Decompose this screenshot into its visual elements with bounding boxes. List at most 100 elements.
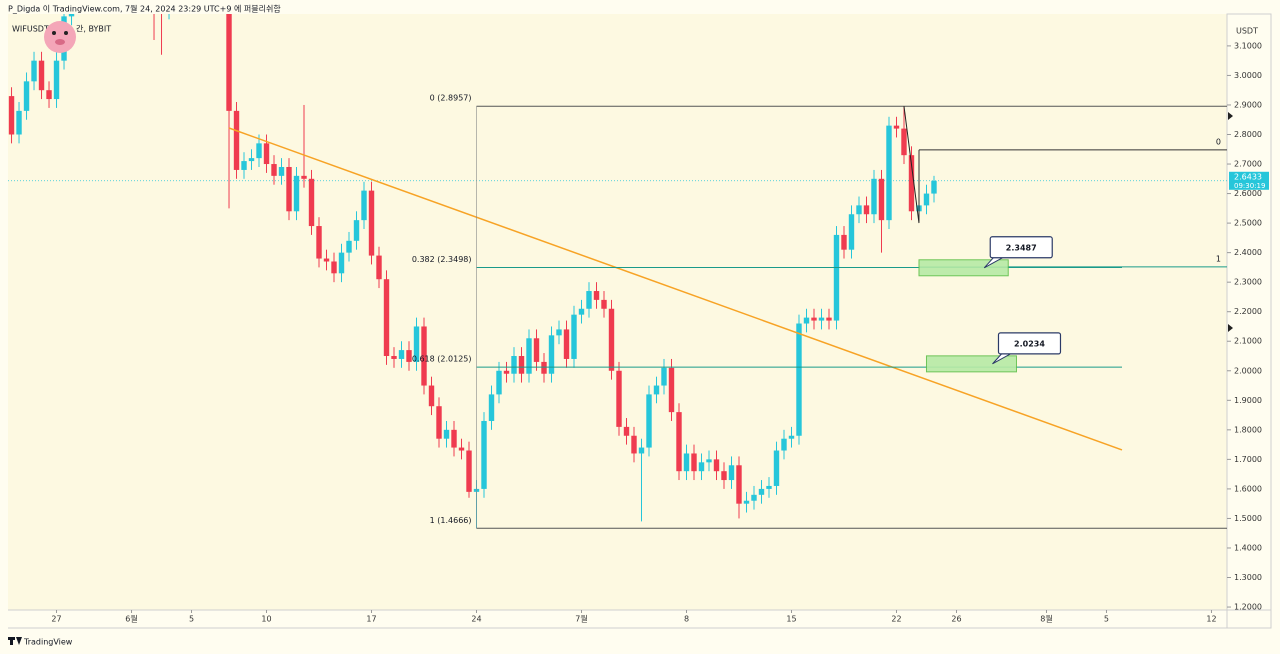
x-tick-label: 27 bbox=[51, 615, 61, 624]
candle-body bbox=[503, 370, 510, 374]
x-tick-label: 15 bbox=[786, 615, 796, 624]
candle-body bbox=[608, 308, 615, 371]
x-tick-label: 26 bbox=[951, 615, 961, 624]
candle-body bbox=[31, 60, 37, 82]
currency: USDT bbox=[1236, 27, 1258, 36]
candle-body bbox=[818, 317, 825, 321]
candle-body bbox=[826, 317, 832, 321]
candle-body bbox=[233, 110, 240, 170]
candle-body bbox=[623, 426, 630, 436]
candle-body bbox=[481, 420, 487, 489]
candle-body bbox=[646, 394, 652, 448]
candle-body bbox=[496, 370, 502, 395]
x-tick-label: 10 bbox=[261, 615, 271, 624]
candle-body bbox=[308, 178, 315, 227]
y-tick-label: 1.9000 bbox=[1234, 396, 1262, 405]
x-tick-label: 12 bbox=[1206, 615, 1216, 624]
x-tick-label: 22 bbox=[891, 615, 901, 624]
y-tick-label: 1.7000 bbox=[1234, 455, 1262, 464]
candle-body bbox=[578, 308, 585, 315]
candle-body bbox=[556, 329, 562, 336]
x-tick-label: 17 bbox=[366, 615, 376, 624]
candle-body bbox=[803, 317, 810, 324]
candle-body bbox=[488, 394, 495, 421]
countdown: 09:30:19 bbox=[1234, 182, 1265, 190]
candle-body bbox=[848, 214, 855, 250]
y-tick-label: 2.3000 bbox=[1234, 278, 1262, 287]
highlight-box bbox=[918, 259, 1009, 277]
candle-body bbox=[721, 471, 727, 481]
candle-body bbox=[46, 90, 52, 100]
candle-body bbox=[518, 356, 525, 374]
candle-body bbox=[353, 220, 360, 241]
y-tick-label: 1.6000 bbox=[1234, 484, 1262, 493]
candle-body bbox=[331, 261, 337, 274]
candle-body bbox=[248, 158, 255, 162]
candle-body bbox=[421, 326, 427, 386]
candle-body bbox=[856, 205, 862, 215]
candle-body bbox=[451, 429, 457, 448]
candle-body bbox=[863, 205, 870, 215]
candle-body bbox=[428, 385, 435, 407]
callout-label: 2.0234 bbox=[1014, 339, 1045, 348]
candle-body bbox=[338, 252, 345, 274]
y-tick-label: 2.1000 bbox=[1234, 337, 1262, 346]
candle-body bbox=[638, 447, 645, 454]
candle-body bbox=[466, 450, 472, 492]
candle-body bbox=[526, 338, 532, 374]
fib2-label: 0 bbox=[1216, 137, 1221, 146]
y-tick-label: 1.5000 bbox=[1234, 514, 1262, 523]
candle-body bbox=[301, 175, 307, 179]
candle-body bbox=[743, 500, 750, 504]
y-tick-label: 3.0000 bbox=[1234, 71, 1262, 80]
candle-body bbox=[586, 291, 592, 309]
candle-body bbox=[458, 447, 465, 451]
candle-body bbox=[256, 143, 262, 159]
callout-box bbox=[989, 236, 1053, 259]
candle-body bbox=[316, 226, 322, 259]
y-tick-label: 2.9000 bbox=[1234, 100, 1262, 109]
candle-body bbox=[413, 326, 420, 362]
candle-body bbox=[271, 164, 277, 176]
candle-body bbox=[833, 234, 840, 321]
candle-body bbox=[736, 465, 742, 504]
candle-body bbox=[751, 494, 757, 501]
publisher: P_Digda 이 TradingView.com, 7월 24, 2024 2… bbox=[8, 4, 281, 14]
x-tick-label: 8월 bbox=[1040, 614, 1052, 624]
candle-body bbox=[668, 367, 675, 413]
logo-text: TradingView bbox=[23, 638, 73, 647]
candle-body bbox=[893, 125, 900, 129]
candle-body bbox=[38, 60, 45, 91]
candle-body bbox=[713, 459, 720, 472]
candle-body bbox=[931, 180, 937, 194]
candle-body bbox=[758, 488, 765, 495]
candle-body bbox=[8, 96, 15, 135]
plot-layer bbox=[8, 14, 1227, 529]
y-tick-label: 2.0000 bbox=[1234, 366, 1262, 375]
candle-body bbox=[766, 485, 772, 489]
candle-body bbox=[616, 370, 622, 427]
candle-body bbox=[278, 166, 285, 176]
candle-body bbox=[68, 14, 75, 17]
candle-body bbox=[601, 299, 607, 309]
y-tick-label: 2.8000 bbox=[1234, 130, 1262, 139]
candle-body bbox=[323, 258, 330, 262]
x-tick-label: 7월 bbox=[575, 614, 587, 624]
y-tick-label: 2.2000 bbox=[1234, 307, 1262, 316]
y-tick-label: 3.1000 bbox=[1234, 41, 1262, 50]
y-tick-label: 2.6000 bbox=[1234, 189, 1262, 198]
x-tick-label: 24 bbox=[471, 615, 481, 624]
footer-logo: TradingView bbox=[8, 637, 73, 647]
candle-body bbox=[781, 438, 787, 451]
callout-label: 2.3487 bbox=[1006, 243, 1037, 252]
candle-body bbox=[841, 234, 847, 250]
x-tick-label: 8 bbox=[684, 615, 689, 624]
candle-body bbox=[788, 435, 795, 439]
callout-pointer bbox=[983, 256, 1005, 269]
fib-label: 1 (1.4666) bbox=[430, 516, 472, 525]
candle-body bbox=[886, 125, 892, 221]
candle-body bbox=[436, 406, 442, 439]
candle-body bbox=[391, 356, 397, 359]
y-tick-label: 1.4000 bbox=[1234, 543, 1262, 552]
